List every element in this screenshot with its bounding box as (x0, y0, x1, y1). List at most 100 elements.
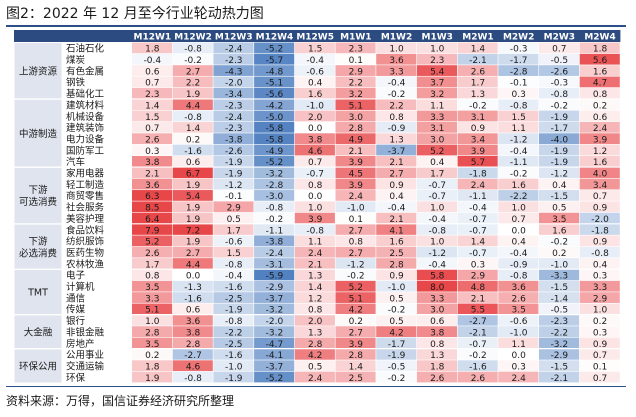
heatmap-cell (539, 303, 580, 315)
heatmap-cell (294, 99, 335, 110)
cell-value-label: 2.6 (471, 67, 486, 77)
heatmap-cell (457, 156, 498, 167)
heatmap-cell (498, 178, 539, 190)
cell-value-label: 1.1 (308, 238, 322, 248)
heatmap-cell (416, 337, 457, 349)
cell-value-label: -0.2 (551, 238, 569, 248)
heatmap-cell (416, 178, 457, 190)
cell-value-label: 2.9 (593, 294, 608, 304)
heatmap-cell (294, 212, 335, 224)
heatmap-cell (294, 42, 335, 54)
cell-value-label: 0.8 (308, 306, 323, 316)
heatmap-cell (457, 224, 498, 235)
row-label: 美容护理 (66, 213, 105, 225)
cell-value-label: -0.4 (144, 56, 162, 66)
cell-value-label: -1.8 (469, 170, 487, 180)
cell-value-label: 0.5 (389, 317, 403, 327)
heatmap-cell (579, 212, 620, 224)
cell-value-label: -0.4 (225, 272, 243, 282)
heatmap-cell (294, 348, 335, 360)
heatmap-cell (579, 326, 620, 337)
heatmap-cell (579, 258, 620, 269)
heatmap-cell (539, 178, 580, 190)
heatmap-cell (172, 280, 213, 292)
heatmap-cell (416, 110, 457, 122)
heatmap-cell (579, 133, 620, 145)
cell-value-label: -0.4 (388, 79, 406, 89)
cell-value-label: -1.5 (551, 192, 569, 202)
cell-value-label: -4.3 (225, 67, 243, 77)
cell-value-label: 2.8 (186, 340, 201, 350)
heatmap-cell (132, 348, 173, 360)
heatmap-cell (416, 303, 457, 315)
cell-value-label: 2.4 (471, 181, 486, 191)
cell-value-label: 1.4 (186, 124, 201, 134)
heatmap-cell (213, 144, 254, 156)
cell-value-label: 0.0 (511, 351, 526, 361)
cell-value-label: 2.3 (145, 90, 159, 100)
heatmap-cell (213, 156, 254, 167)
cell-value-label: -4.2 (266, 101, 284, 111)
heatmap-cell (213, 167, 254, 179)
heatmap-cell (294, 144, 335, 156)
cell-value-label: 1.0 (389, 45, 404, 55)
cell-value-label: 0.9 (593, 340, 608, 350)
heatmap-cell (457, 53, 498, 65)
heatmap-cell (457, 190, 498, 201)
heatmap-cell (254, 337, 295, 349)
cell-value-label: -1.1 (266, 226, 284, 236)
cell-value-label: 0.9 (389, 272, 404, 282)
cell-value-label: 0.6 (593, 113, 608, 123)
cell-value-label: 0.8 (430, 340, 445, 350)
heatmap-cell (254, 87, 295, 99)
row-label: 社会服务 (66, 202, 105, 214)
cell-value-label: -1.6 (225, 283, 243, 293)
heatmap-cell (254, 224, 295, 235)
cell-value-label: 0.8 (593, 90, 608, 100)
heatmap-cell (498, 224, 539, 235)
cell-value-label: -1.0 (388, 283, 406, 293)
header-band (14, 30, 621, 42)
cell-value-label: 2.9 (471, 272, 486, 282)
cell-value-label: -4.0 (551, 135, 569, 145)
heatmap-cell (579, 110, 620, 122)
heatmap-cell (376, 42, 417, 54)
row-label: 基础化工 (66, 88, 105, 100)
cell-value-label: -2.3 (225, 101, 243, 111)
cell-value-label: -3.8 (266, 238, 284, 248)
heatmap-cell (294, 178, 335, 190)
heatmap-cell (294, 76, 335, 88)
heatmap-cell (132, 258, 173, 269)
heatmap-cell (457, 99, 498, 110)
group-label: 大金融 (24, 326, 53, 338)
heatmap-cell (132, 156, 173, 167)
cell-value-label: 0.1 (593, 362, 607, 372)
heatmap-cell (254, 348, 295, 360)
cell-value-label: -0.8 (225, 260, 243, 270)
heatmap-cell (416, 87, 457, 99)
heatmap-cell (457, 246, 498, 258)
cell-value-label: 1.0 (511, 204, 526, 214)
cell-value-label: -2.1 (551, 374, 569, 384)
cell-value-label: -1.0 (510, 328, 528, 338)
cell-value-label: -3.2 (266, 306, 284, 316)
cell-value-label: -0.8 (184, 374, 202, 384)
heatmap-cell (416, 167, 457, 179)
heatmap-cell (335, 314, 376, 326)
cell-value-label: -4.7 (266, 340, 284, 350)
cell-value-label: 2.7 (186, 249, 200, 259)
row-label: 机械设备 (66, 111, 105, 123)
heatmap-cell (213, 360, 254, 372)
cell-value-label: 6.3 (145, 192, 159, 202)
row-label: 环保 (66, 372, 86, 384)
cell-value-label: 0.8 (145, 272, 160, 282)
heatmap-cell (213, 337, 254, 349)
cell-value-label: -1.6 (469, 362, 487, 372)
heatmap-cell (335, 337, 376, 349)
cell-value-label: 2.7 (389, 170, 403, 180)
cell-value-label: 8.0 (430, 283, 445, 293)
cell-value-label: -1.2 (347, 260, 365, 270)
cell-value-label: -1.9 (551, 147, 569, 157)
cell-value-label: -0.6 (306, 67, 324, 77)
cell-value-label: -3.3 (551, 272, 569, 282)
